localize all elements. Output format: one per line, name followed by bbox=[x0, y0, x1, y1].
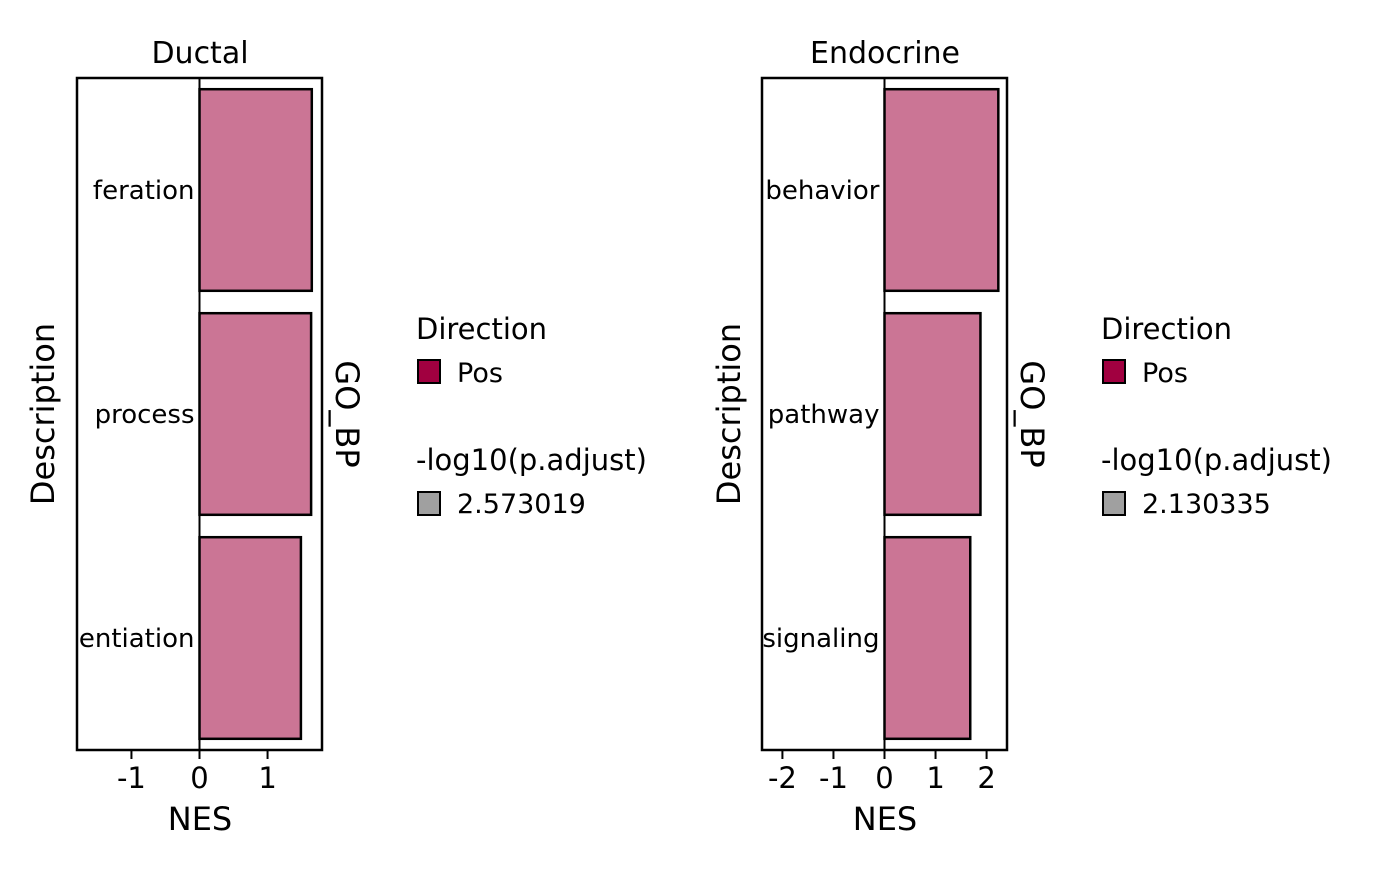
legend-direction-key bbox=[1102, 359, 1126, 384]
x-tick-label: -1 bbox=[117, 761, 146, 795]
legend-padj-title: -log10(p.adjust) bbox=[416, 443, 647, 477]
legend-padj-label: 2.573019 bbox=[457, 489, 586, 520]
panel-title: Ductal bbox=[151, 36, 248, 71]
legend-padj-label: 2.130335 bbox=[1142, 489, 1271, 520]
legend-direction-key bbox=[417, 359, 441, 384]
x-axis-title: NES bbox=[853, 800, 917, 838]
bar bbox=[883, 535, 972, 741]
bars-group bbox=[883, 87, 1000, 741]
panel-endocrine: Endocrine Description behavior pathway sig… bbox=[710, 36, 1332, 838]
legend-padj-key bbox=[417, 491, 441, 516]
legend-direction-title: Direction bbox=[416, 312, 547, 346]
y-tick-label: feration bbox=[93, 176, 195, 206]
y-tick-label: process bbox=[95, 400, 195, 430]
y-tick-labels: behavior pathway signaling bbox=[762, 176, 879, 654]
x-tick-label: 0 bbox=[190, 761, 208, 795]
bar bbox=[883, 87, 1000, 293]
bar bbox=[883, 311, 982, 517]
y-tick-label: entiation bbox=[79, 624, 195, 654]
x-tick-label: 1 bbox=[926, 761, 944, 795]
legend-direction-label: Pos bbox=[1142, 358, 1188, 389]
y-axis-title: Description bbox=[24, 323, 62, 505]
bar bbox=[198, 535, 303, 741]
legend-direction-title: Direction bbox=[1101, 312, 1232, 346]
strip-label: GO_BP bbox=[328, 360, 366, 467]
x-axis: -1 0 1 bbox=[117, 750, 277, 795]
legend-padj-title: -log10(p.adjust) bbox=[1101, 443, 1332, 477]
x-tick-label: -2 bbox=[768, 761, 797, 795]
legend-direction-label: Pos bbox=[457, 358, 503, 389]
y-axis-title: Description bbox=[710, 323, 748, 505]
legend-ductal: Direction Pos -log10(p.adjust) 2.573019 bbox=[416, 312, 647, 520]
legend-padj-key bbox=[1102, 491, 1126, 516]
x-tick-label: 1 bbox=[258, 761, 276, 795]
x-axis-title: NES bbox=[168, 800, 232, 838]
strip-label: GO_BP bbox=[1013, 360, 1051, 467]
bars-group bbox=[198, 87, 314, 741]
y-tick-label: pathway bbox=[768, 400, 880, 430]
x-axis: -2 -1 0 1 2 bbox=[768, 750, 996, 795]
panel-ductal: Ductal Description feration process entiat… bbox=[24, 36, 647, 838]
y-tick-labels: feration process entiation bbox=[79, 176, 195, 654]
y-tick-label: behavior bbox=[765, 176, 879, 206]
x-tick-label: 2 bbox=[977, 761, 995, 795]
y-tick-label: signaling bbox=[762, 624, 879, 654]
x-tick-label: 0 bbox=[875, 761, 893, 795]
x-tick-label: -1 bbox=[819, 761, 848, 795]
bar bbox=[198, 87, 314, 293]
panel-title: Endocrine bbox=[810, 36, 960, 71]
legend-endocrine: Direction Pos -log10(p.adjust) 2.130335 bbox=[1101, 312, 1332, 520]
bar bbox=[198, 311, 313, 517]
